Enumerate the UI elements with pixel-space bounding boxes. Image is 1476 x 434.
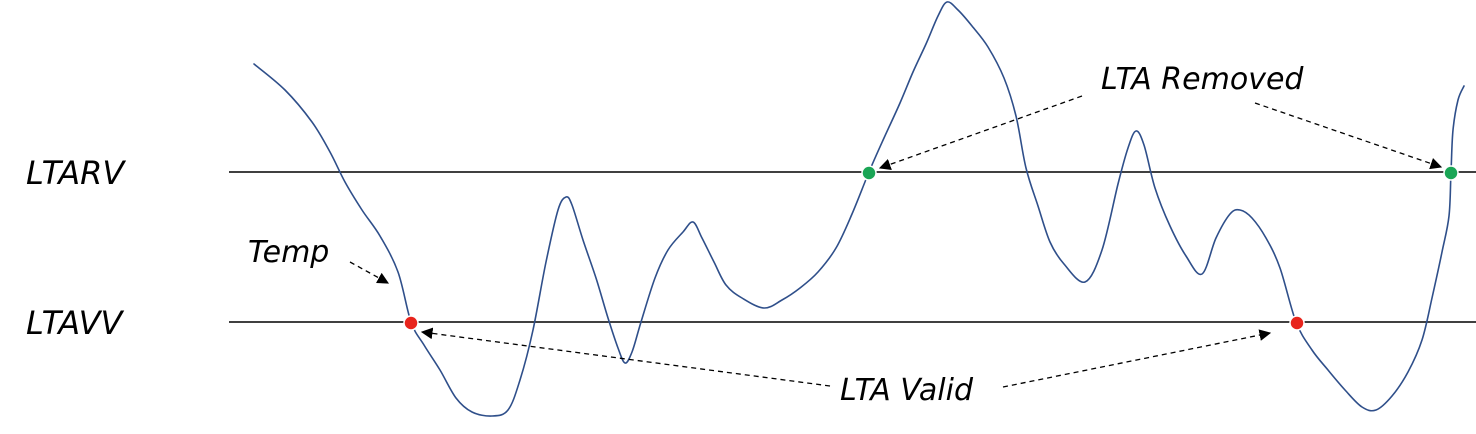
lta-removed-arrow-left xyxy=(878,95,1083,170)
lta-valid-marker xyxy=(1289,315,1305,331)
lta-removed-arrow-right xyxy=(1254,102,1443,170)
lta-valid-arrow-right xyxy=(1002,329,1272,388)
ltavv-label: LTAVV xyxy=(26,304,124,342)
lta-removed-marker xyxy=(1443,165,1459,181)
temp-label: Temp xyxy=(248,235,329,270)
lta-valid-label: LTA Valid xyxy=(840,373,974,408)
lta-valid-marker xyxy=(403,315,419,331)
temp-arrow xyxy=(349,261,390,284)
ltarv-label: LTARV xyxy=(26,154,126,192)
lta-removed-marker xyxy=(861,165,877,181)
lta-valid-arrow-left xyxy=(420,327,831,387)
lta-removed-label: LTA Removed xyxy=(1101,62,1304,97)
